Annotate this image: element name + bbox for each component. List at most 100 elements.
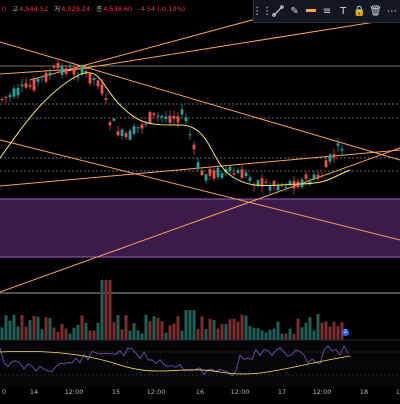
volume-bar xyxy=(76,324,80,340)
candle xyxy=(212,170,216,179)
candle xyxy=(4,96,8,98)
candle xyxy=(60,65,64,75)
candle xyxy=(188,134,192,136)
volume-bar xyxy=(216,328,220,340)
volume-bar xyxy=(320,322,324,340)
time-label: 12:00 xyxy=(230,388,250,396)
time-label: 15 xyxy=(111,388,121,396)
volume-bar xyxy=(232,318,236,340)
volume-bar xyxy=(40,329,44,340)
volume-bar xyxy=(280,333,284,340)
candle xyxy=(304,174,308,179)
volume-bar xyxy=(16,326,20,340)
candle xyxy=(216,167,220,177)
volume-bar xyxy=(108,280,112,340)
trend-line xyxy=(0,41,400,161)
volume-bar xyxy=(120,329,124,340)
volume-bar xyxy=(52,327,56,340)
line-style-icon[interactable]: ≡ xyxy=(322,5,332,17)
candle xyxy=(32,78,36,91)
high-value: 4,544.52 xyxy=(19,5,49,13)
candle xyxy=(248,177,252,181)
volume-bar xyxy=(172,323,176,340)
volume-bar xyxy=(92,330,96,340)
candle xyxy=(276,185,280,191)
volume-bar xyxy=(80,315,84,340)
trend-line xyxy=(0,139,400,241)
candle xyxy=(232,173,236,175)
candle xyxy=(76,76,80,78)
candle xyxy=(324,160,328,168)
candle xyxy=(316,174,320,179)
candle xyxy=(336,143,340,146)
volume-bar xyxy=(284,333,288,340)
delete-icon[interactable]: 🗑 xyxy=(369,5,382,17)
candle xyxy=(244,172,248,177)
volume-bar xyxy=(88,330,92,340)
candle xyxy=(260,178,264,187)
text-tool-icon[interactable]: T xyxy=(340,5,347,17)
candle xyxy=(28,84,32,87)
volume-bar xyxy=(240,314,244,340)
candle xyxy=(84,71,88,74)
volume-bar xyxy=(128,330,132,340)
color-swatch-icon[interactable] xyxy=(303,3,319,19)
volume-bar xyxy=(60,323,64,340)
volume-bar xyxy=(300,327,304,340)
time-label: 1 xyxy=(395,388,400,396)
volume-bar xyxy=(84,322,88,340)
drawing-toolbar: ⋮⋮ ✎ ≡ T 🔒 🗑 ⋯ xyxy=(252,0,400,23)
volume-bar xyxy=(244,315,248,340)
volume-bar xyxy=(188,310,192,340)
volume-bar xyxy=(328,326,332,340)
volume-bar xyxy=(140,333,144,340)
volume-badge[interactable]: 2 xyxy=(342,329,349,336)
candle xyxy=(156,115,160,117)
volume-bar xyxy=(20,314,24,340)
trend-line-tool-icon[interactable] xyxy=(270,3,286,19)
volume-bar xyxy=(12,314,16,340)
trend-line xyxy=(59,17,400,73)
drag-handle-icon[interactable]: ⋮⋮ xyxy=(252,5,273,17)
candle xyxy=(172,115,176,119)
volume-bar xyxy=(224,324,228,340)
volume-bar xyxy=(200,316,204,340)
time-axis: 0 14 12:00 15 12:00 16 12:00 17 12:00 18 1 xyxy=(0,388,400,400)
candle xyxy=(184,117,188,122)
time-label: 12:00 xyxy=(312,388,332,396)
volume-bar xyxy=(184,310,188,340)
candle xyxy=(220,173,224,178)
time-label: 12:00 xyxy=(64,388,84,396)
moving-average-line xyxy=(0,72,351,187)
candle xyxy=(152,113,156,115)
close-label: 종 xyxy=(96,5,103,13)
close-value: 4,538.60 xyxy=(103,5,133,13)
candle xyxy=(104,98,108,100)
candle xyxy=(0,99,4,101)
volume-bar xyxy=(264,332,268,340)
candle xyxy=(148,112,152,124)
volume-bar xyxy=(28,320,32,340)
more-icon[interactable]: ⋯ xyxy=(386,5,397,17)
low-value: 4,529.24 xyxy=(61,5,91,13)
candle xyxy=(40,76,44,78)
volume-bar xyxy=(24,326,28,340)
candle xyxy=(132,126,136,134)
lock-icon[interactable]: 🔒 xyxy=(353,5,366,17)
candle xyxy=(140,124,144,129)
volume-bar xyxy=(296,318,300,340)
candle xyxy=(312,174,316,179)
volume-bar xyxy=(212,320,216,340)
volume-bar xyxy=(324,321,328,340)
volume-bar xyxy=(148,321,152,340)
volume-bar xyxy=(164,332,168,340)
candle xyxy=(200,170,204,176)
volume-bar xyxy=(192,310,196,340)
pencil-tool-icon[interactable]: ✎ xyxy=(290,5,299,17)
time-label: 18 xyxy=(359,388,369,396)
volume-bar xyxy=(136,330,140,340)
volume-bar xyxy=(268,329,272,340)
candle xyxy=(168,115,172,123)
